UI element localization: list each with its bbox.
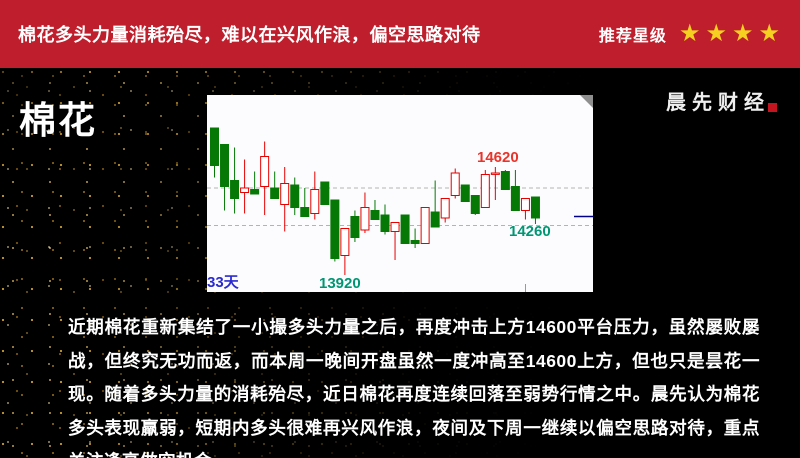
- chart-label-low: 13920: [319, 275, 361, 292]
- candlestick-chart-svg: [207, 127, 593, 292]
- candlestick-chart: 14620 14260 13920 33天: [207, 95, 593, 292]
- brand-red-square-icon: [768, 103, 777, 112]
- chart-label-period: 33天: [207, 274, 239, 291]
- star-icon: ★: [758, 20, 780, 47]
- brand-name: 晨先财经: [666, 92, 770, 114]
- rating-label: 推荐星级: [598, 28, 667, 45]
- star-icon: ★: [705, 20, 727, 47]
- star-rating-icons: ★ ★ ★ ★: [679, 22, 780, 46]
- star-icon: ★: [678, 20, 701, 47]
- article-paragraph: 近期棉花重新集结了一小撮多头力量之后，再度冲击上方14600平台压力，虽然屡败屡…: [68, 317, 760, 458]
- star-icon: ★: [731, 20, 754, 47]
- page-title: 棉花: [19, 100, 97, 141]
- page-fold-corner-icon: [580, 95, 593, 108]
- rating-block: 推荐星级 ★ ★ ★ ★: [599, 22, 780, 46]
- top-banner: 棉花多头力量消耗殆尽，难以在兴风作浪，偏空思路对待 推荐星级 ★ ★ ★ ★: [0, 0, 800, 68]
- chart-label-high: 14620: [477, 149, 519, 166]
- brand-logo: 晨先财经: [666, 86, 777, 115]
- banner-headline: 棉花多头力量消耗殆尽，难以在兴风作浪，偏空思路对待: [18, 25, 481, 45]
- chart-label-last: 14260: [509, 223, 551, 240]
